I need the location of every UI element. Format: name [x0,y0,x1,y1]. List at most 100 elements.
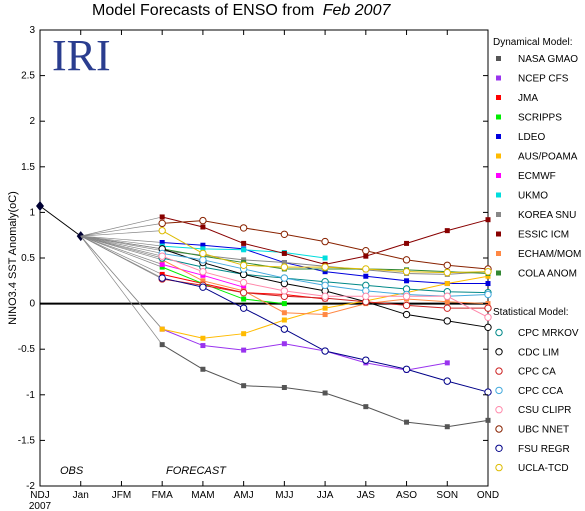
legend-swatch [495,444,503,452]
data-point [443,304,451,312]
legend-swatch [496,95,501,100]
data-point [443,261,451,269]
observed-line [39,205,82,237]
series-csu-clipr [80,235,492,321]
forecast-connector [80,235,163,250]
data-point [158,226,166,235]
data-point [241,296,247,302]
data-point [404,278,410,284]
legend-swatch [495,328,503,337]
x-axis-ticks: NDJ Jan JFM FMA MAM AMJ MJJ JJA JAS ASO SON OND [30,30,499,501]
legend-entry: ECHAM/MOM [518,249,581,260]
data-point [158,252,166,260]
data-point [200,343,206,349]
data-point [281,341,287,347]
data-point [281,310,287,316]
legend-entry: CSU CLIPR [518,405,571,416]
data-point [402,292,411,301]
data-point [402,310,411,319]
data-point [322,305,328,311]
legend-swatch [496,231,501,237]
y-tick-label: 3 [29,25,35,36]
observed-point [36,201,44,212]
data-point [239,224,248,232]
data-point [485,273,491,279]
data-point [200,335,206,341]
series-ldeo [80,235,491,287]
forecast-connector [80,235,163,254]
data-point [363,404,369,410]
legend-swatch [495,463,503,472]
data-point [280,274,289,282]
x-tick-label: NDJ [30,490,49,501]
data-point [241,247,247,253]
x-tick-label: JAS [357,490,376,501]
data-point [199,267,207,276]
legend-swatch [496,56,501,61]
data-point [200,242,206,248]
legend-swatch [496,192,501,198]
data-point [199,216,207,225]
y-tick-label: 2.5 [21,71,35,82]
legend-entry: AUS/POAMA [518,152,578,163]
x-tick-label: FMA [152,490,173,501]
forecast-connector [80,216,163,237]
year-label: 2007 [29,501,52,511]
legend-entry: COLA ANOM [518,269,577,280]
data-point [404,240,410,246]
legend-swatch [495,425,503,433]
legend-entry: KOREA SNU [518,210,576,221]
data-point [199,249,207,258]
x-tick-label: SON [436,490,458,501]
forecast-connector [80,235,163,243]
data-point [484,323,492,332]
series-line [161,344,489,428]
data-point [199,256,207,264]
y-tick-label: -0.5 [18,344,36,355]
legend-entry: CPC CCA [518,386,563,397]
data-point [484,304,492,312]
legend-entry: ECMWF [518,171,556,182]
legend-entry: SCRIPPS [518,113,562,124]
data-point [158,219,166,228]
y-tick-label: -1 [26,390,35,401]
dynamical-legend-header: Dynamical Model: [493,37,572,48]
data-point [322,390,328,396]
y-tick-label: -2 [26,481,35,492]
data-point [159,239,165,245]
data-point [321,237,329,246]
y-tick-label: 2 [29,116,35,127]
legend-swatch [496,212,501,217]
legend-swatch [496,134,501,139]
legend-swatch [496,114,501,120]
data-point [241,383,247,389]
data-point [444,424,450,430]
data-point [241,347,247,353]
y-tick-label: -1.5 [18,435,36,446]
legend-entry: UKMO [518,191,548,202]
legend-entry: CPC MRKOV [518,328,579,339]
forecast-connector [80,235,163,247]
data-point [280,287,289,295]
data-point [485,217,491,223]
x-tick-label: ASO [396,490,417,501]
x-tick-label: AMJ [234,490,254,501]
data-point [159,342,165,348]
x-tick-label: MAM [191,490,214,501]
chart-title: Model Forecasts of ENSO from Feb 2007 [92,2,391,19]
forecast-connector [80,235,163,279]
legend-swatch [495,348,503,356]
legend-swatch [496,173,501,178]
legend-entry: NASA GMAO [518,54,578,65]
forecast-connector [80,235,163,275]
series-line [161,328,448,371]
data-point [444,299,450,305]
data-point [402,256,411,264]
forecast-connector [80,235,163,268]
data-point [362,356,370,364]
data-point [321,281,329,290]
data-point [443,317,451,325]
legend-swatch [495,367,503,375]
data-point [485,281,491,287]
data-point [239,261,248,269]
